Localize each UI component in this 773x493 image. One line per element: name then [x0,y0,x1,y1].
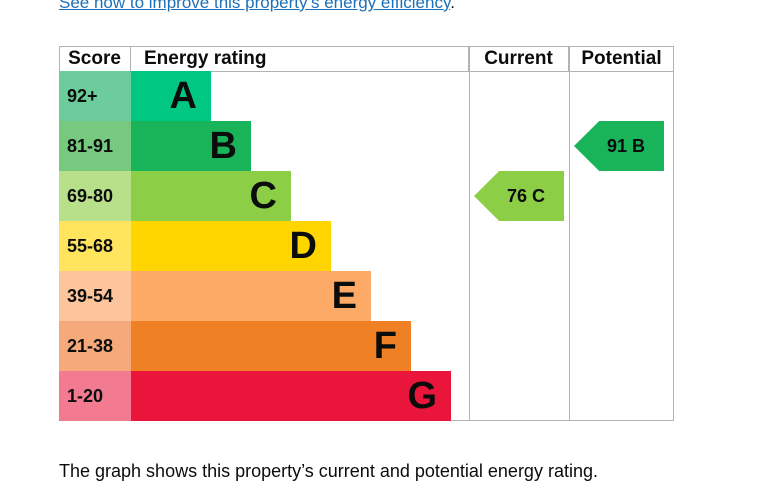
rating-row: 39-54 E [59,271,469,321]
score-range: 21-38 [59,321,131,371]
rating-letter: D [289,225,317,267]
score-range: 55-68 [59,221,131,271]
rating-letter: A [169,75,197,117]
potential-rating-band: B [632,135,646,156]
rating-bar: A [131,71,211,121]
header-potential: Potential [581,48,662,69]
rating-bar: B [131,121,251,171]
rating-row: 55-68 D [59,221,469,271]
chart-caption: The graph shows this property’s current … [59,461,598,481]
score-range: 92+ [59,71,131,121]
rating-bar: G [131,371,451,421]
rating-row: 1-20 G [59,371,469,421]
potential-column-divider [569,46,570,421]
energy-rating-chart: Score Energy rating Current Potential 92… [59,46,674,421]
current-column-divider [469,46,470,421]
rating-bar: F [131,321,411,371]
improve-efficiency-link-line: See how to improve this property’s energ… [59,0,455,13]
potential-rating-value: 91 [606,135,627,156]
score-range: 1-20 [59,371,131,421]
current-rating-band: C [532,185,546,206]
score-range: 81-91 [59,121,131,171]
rating-bar: D [131,221,331,271]
score-range: 69-80 [59,171,131,221]
rating-bar: C [131,171,291,221]
header-score: Score [59,46,131,71]
rating-letter: C [249,175,277,217]
score-range: 39-54 [59,271,131,321]
rating-row: 69-80 C [59,171,469,221]
rating-row: 92+ A [59,71,469,121]
rating-letter: G [407,375,437,417]
rating-letter: F [373,325,397,367]
header-current: Current [469,46,569,71]
rating-letter: E [331,275,357,317]
rating-row: 21-38 F [59,321,469,371]
rating-bar: E [131,271,371,321]
rating-letter: B [209,125,237,167]
header-energy-rating: Energy rating [131,46,469,71]
improve-efficiency-link[interactable]: See how to improve this property’s energ… [59,0,451,12]
current-rating-value: 76 [506,185,527,206]
rating-row: 81-91 B [59,121,469,171]
header-divider [59,71,674,72]
link-period: . [450,0,455,12]
